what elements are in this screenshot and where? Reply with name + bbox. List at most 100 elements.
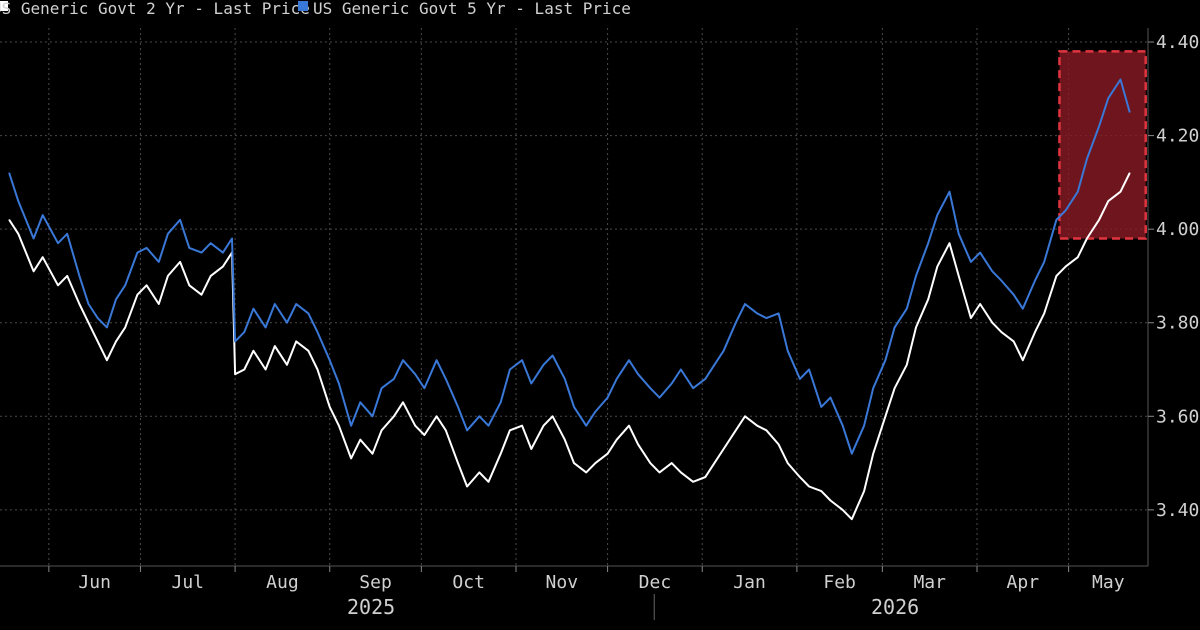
data-point-5yr [863, 425, 865, 427]
data-point-5yr [350, 425, 352, 427]
data-point-2yr [851, 518, 853, 520]
data-point-2yr [167, 275, 169, 277]
data-point-5yr [210, 242, 212, 244]
data-point-5yr [371, 415, 374, 417]
data-point-5yr [884, 359, 887, 361]
data-point-5yr [1000, 280, 1003, 282]
data-point-2yr [402, 401, 404, 403]
data-point-2yr [393, 415, 395, 417]
data-point-2yr [1034, 331, 1036, 333]
data-point-2yr [616, 439, 618, 441]
x-tick-label: Jun [78, 572, 111, 593]
data-point-2yr [829, 499, 832, 502]
x-tick-label: Jul [172, 572, 205, 593]
data-point-5yr [423, 387, 425, 389]
data-point-5yr [573, 406, 575, 408]
data-point-2yr [756, 425, 758, 427]
x-tick-label: May [1092, 572, 1125, 593]
data-point-2yr [1119, 191, 1122, 193]
data-point-2yr [958, 275, 960, 277]
data-point-5yr [915, 275, 917, 277]
x-axis-year-2026: 2026 [871, 595, 919, 619]
data-point-5yr [414, 373, 416, 375]
data-point-5yr [1098, 125, 1100, 127]
data-point-5yr [948, 191, 951, 193]
data-point-5yr [958, 233, 960, 235]
data-point-2yr [723, 448, 725, 450]
highlight-rect [1058, 50, 1147, 240]
data-point-2yr [316, 368, 319, 371]
data-point-5yr [146, 247, 148, 249]
data-point-2yr [704, 476, 706, 478]
data-point-5yr [231, 237, 233, 240]
x-tick-label: Oct [452, 572, 485, 593]
data-point-5yr [243, 331, 245, 333]
data-point-5yr [628, 359, 630, 361]
data-point-2yr [307, 350, 309, 352]
data-point-5yr [637, 373, 639, 375]
data-point-2yr [649, 462, 651, 464]
data-point-2yr [894, 387, 896, 389]
data-point-5yr [487, 425, 490, 427]
data-point-2yr [436, 415, 438, 417]
y-axis-ticks: 3.40 3.60 3.80 4.00 4.20 4.40 [1148, 32, 1199, 521]
data-point-2yr [948, 242, 951, 244]
data-point-2yr [906, 364, 908, 366]
data-point-5yr [991, 270, 993, 272]
data-point-2yr [552, 415, 554, 417]
data-point-5yr [723, 350, 725, 352]
data-point-2yr [1129, 172, 1131, 174]
data-point-5yr [778, 312, 780, 314]
data-point-2yr [692, 481, 694, 483]
data-point-2yr [927, 298, 929, 300]
data-point-5yr [106, 326, 108, 328]
x-tick-label: Jan [733, 572, 766, 593]
data-point-5yr [872, 387, 874, 389]
series-layer [8, 78, 1131, 521]
data-point-2yr [842, 509, 844, 511]
data-point-5yr [671, 382, 673, 385]
data-point-5yr [906, 308, 908, 310]
data-point-2yr [286, 364, 288, 366]
data-point-2yr [115, 340, 117, 342]
data-point-2yr [252, 350, 254, 352]
data-point-5yr [1077, 191, 1079, 193]
data-point-5yr [542, 364, 545, 366]
data-point-2yr [521, 425, 523, 427]
data-point-2yr [1055, 275, 1057, 277]
data-point-2yr [778, 443, 780, 445]
data-point-5yr [713, 364, 716, 366]
x-tick-label: Feb [823, 572, 856, 593]
data-point-5yr [381, 387, 383, 389]
data-point-2yr [106, 359, 108, 361]
data-point-5yr [927, 242, 929, 244]
data-point-2yr [222, 266, 224, 268]
data-point-5yr [33, 237, 35, 240]
data-point-2yr [1107, 200, 1109, 202]
data-point-2yr [487, 481, 490, 483]
data-point-2yr [136, 294, 138, 296]
x-tick-label: Nov [546, 572, 579, 593]
y-tick-label: 3.40 [1156, 500, 1199, 521]
data-point-2yr [680, 471, 682, 473]
data-point-5yr [756, 312, 758, 314]
data-point-5yr [564, 378, 566, 380]
x-tick-label: Aug [266, 572, 299, 593]
data-point-2yr [42, 256, 44, 258]
data-point-5yr [799, 378, 801, 380]
data-point-2yr [457, 462, 459, 464]
data-point-5yr [1013, 294, 1015, 296]
data-point-2yr [799, 476, 801, 478]
data-point-5yr [124, 284, 126, 286]
data-point-5yr [8, 172, 10, 174]
data-point-5yr [585, 425, 587, 427]
data-point-2yr [884, 415, 887, 417]
data-point-5yr [57, 242, 59, 244]
data-point-2yr [530, 448, 532, 450]
data-point-2yr [478, 471, 480, 473]
y-tick-label: 4.20 [1156, 126, 1199, 147]
data-point-2yr [33, 270, 35, 272]
data-point-5yr [265, 326, 267, 328]
data-point-5yr [808, 368, 810, 371]
y-tick-label: 4.00 [1156, 219, 1199, 240]
